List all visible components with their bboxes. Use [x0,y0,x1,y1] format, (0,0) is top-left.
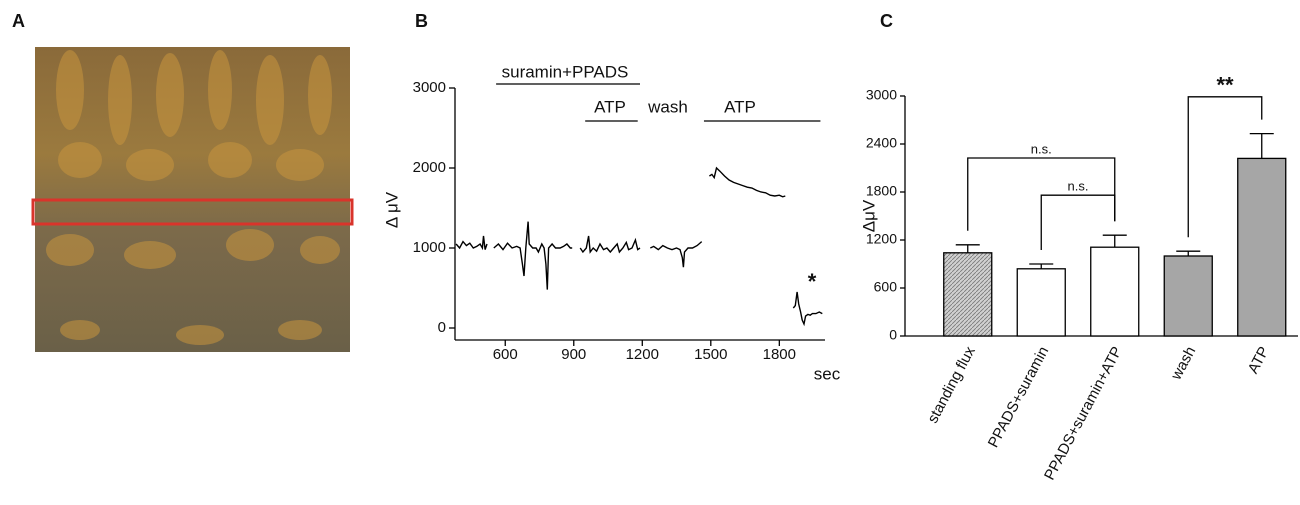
x-tick-label: 900 [561,346,586,363]
significance-bracket [1187,96,1263,238]
x-tick-label: PPADS+suramin+ATP [1041,344,1126,483]
x-tick-label: ATP [1245,344,1273,377]
micrograph [31,47,354,352]
bar [1090,246,1140,337]
significance-label: n.s. [1068,179,1089,194]
significance-bracket [1040,194,1116,250]
x-tick-label: 1800 [763,346,796,363]
y-tick-label: 2000 [413,159,446,176]
trace [792,291,823,327]
x-tick-label: 1500 [694,346,727,363]
annotation: suramin+PPADS [502,62,629,81]
x-tick-label: wash [1167,344,1199,384]
significance-bracket [967,157,1116,231]
y-tick-label: 1000 [413,239,446,256]
y-tick-label: 0 [889,327,897,343]
y-tick-label: 1200 [866,231,897,247]
annotation: * [808,269,817,294]
bar [943,252,993,337]
y-tick-label: 3000 [413,79,446,96]
trace [650,241,703,268]
significance-label: ** [1216,73,1234,98]
panel-label: C [880,11,893,31]
y-tick-label: 3000 [866,87,897,103]
panel-label: B [415,11,428,31]
x-tick-label: PPADS+suramin [985,344,1053,451]
significance-label: n.s. [1031,141,1052,156]
trace [493,221,573,290]
annotation: wash [647,97,688,116]
trace [455,235,488,251]
y-tick-label: 0 [438,319,446,336]
y-tick-label: 600 [874,279,898,295]
y-tick-label: 1800 [866,183,897,199]
annotation: ATP [594,97,626,116]
trace [579,235,641,254]
selection-box [31,198,354,226]
bar [1016,268,1066,337]
y-axis-label: ΔμV [859,199,878,232]
panel-label: A [12,11,25,31]
bar [1163,255,1213,337]
y-axis-label: Δ μV [382,191,401,228]
annotation: ATP [724,97,756,116]
trace [709,166,786,198]
x-tick-label: standing flux [924,343,979,426]
x-axis-label: sec [814,364,841,383]
x-tick-label: 600 [493,346,518,363]
x-tick-label: 1200 [626,346,659,363]
y-tick-label: 2400 [866,135,897,151]
bar [1237,157,1287,337]
